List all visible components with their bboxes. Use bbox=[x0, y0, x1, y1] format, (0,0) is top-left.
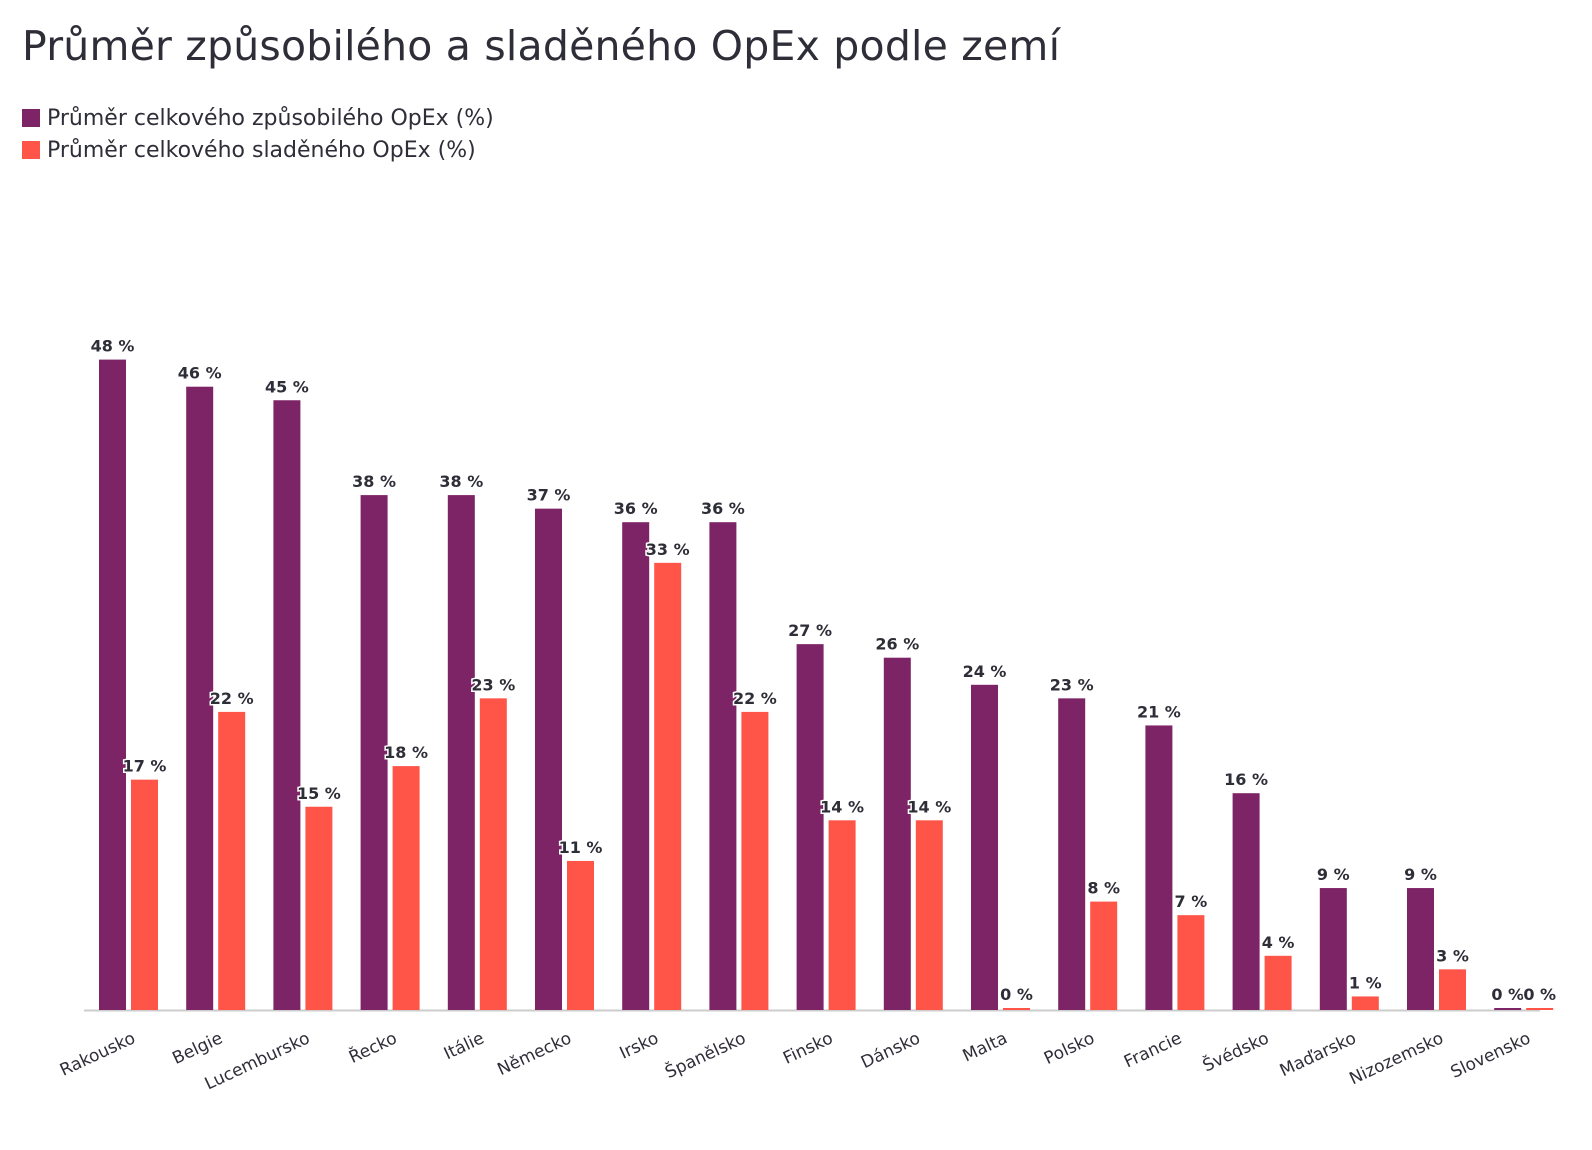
legend-label-aligned: Průměr celkového sladěného OpEx (%) bbox=[47, 137, 476, 163]
x-tick-label: Dánsko bbox=[858, 1028, 923, 1073]
bar-aligned bbox=[1177, 915, 1205, 1010]
data-label-aligned: 3 % bbox=[1436, 946, 1469, 965]
data-label-aligned: 15 % bbox=[297, 784, 341, 803]
bar-aligned bbox=[1090, 901, 1118, 1010]
bar-aligned bbox=[218, 711, 246, 1010]
bar-aligned bbox=[915, 820, 943, 1010]
data-label-aligned: 14 % bbox=[820, 797, 864, 816]
x-tick-label: Rakousko bbox=[57, 1028, 139, 1080]
data-label-eligible: 37 % bbox=[527, 486, 571, 505]
x-tick-label: Slovensko bbox=[1448, 1028, 1534, 1082]
data-label-aligned: 7 % bbox=[1175, 892, 1208, 911]
bar-eligible bbox=[796, 644, 824, 1010]
x-tick-label: Francie bbox=[1121, 1028, 1185, 1072]
data-label-eligible: 24 % bbox=[963, 662, 1007, 681]
data-label-eligible: 36 % bbox=[614, 499, 658, 518]
data-label-aligned: 17 % bbox=[123, 757, 167, 776]
data-label-eligible: 21 % bbox=[1137, 702, 1181, 721]
chart-title: Průměr způsobilého a sladěného OpEx podl… bbox=[22, 22, 1061, 70]
x-tick-label: Německo bbox=[494, 1028, 574, 1080]
bar-eligible bbox=[186, 386, 214, 1010]
data-label-eligible: 48 % bbox=[91, 337, 135, 356]
x-tick-label: Španělsko bbox=[661, 1027, 749, 1083]
legend: Průměr celkového způsobilého OpEx (%) Pr… bbox=[22, 102, 494, 166]
bar-eligible bbox=[1494, 1008, 1522, 1010]
bar-eligible bbox=[1145, 725, 1173, 1010]
x-tick-label: Itálie bbox=[441, 1028, 488, 1064]
data-label-eligible: 46 % bbox=[178, 364, 222, 383]
x-tick-label: Finsko bbox=[780, 1028, 836, 1068]
bar-aligned bbox=[741, 711, 769, 1010]
data-label-aligned: 8 % bbox=[1087, 879, 1120, 898]
x-tick-label: Belgie bbox=[169, 1028, 225, 1068]
bar-eligible bbox=[1232, 793, 1260, 1010]
bar-eligible bbox=[1407, 888, 1434, 1010]
data-label-eligible: 36 % bbox=[701, 499, 745, 518]
bar-aligned bbox=[1526, 1008, 1554, 1010]
bar-eligible bbox=[883, 657, 911, 1010]
bar-aligned bbox=[479, 698, 507, 1010]
legend-label-eligible: Průměr celkového způsobilého OpEx (%) bbox=[47, 105, 494, 131]
data-label-aligned: 4 % bbox=[1262, 933, 1295, 952]
bar-aligned bbox=[1264, 955, 1292, 1010]
data-label-eligible: 27 % bbox=[788, 621, 832, 640]
x-tick-label: Švédsko bbox=[1199, 1027, 1272, 1077]
bar-eligible bbox=[1058, 698, 1086, 1010]
data-label-eligible: 9 % bbox=[1404, 865, 1437, 884]
x-tick-label: Řecko bbox=[345, 1027, 400, 1068]
bar-aligned bbox=[305, 806, 333, 1010]
x-tick-label: Nizozemsko bbox=[1346, 1028, 1446, 1089]
bar-eligible bbox=[1319, 888, 1347, 1010]
data-label-eligible: 26 % bbox=[875, 635, 919, 654]
bar-aligned bbox=[1439, 969, 1466, 1010]
data-label-aligned: 22 % bbox=[210, 689, 254, 708]
bar-aligned bbox=[392, 766, 420, 1010]
bar-eligible bbox=[622, 522, 650, 1010]
bar-aligned bbox=[567, 860, 594, 1010]
x-tick-label: Irsko bbox=[617, 1028, 662, 1063]
bar-eligible bbox=[535, 508, 562, 1010]
data-label-eligible: 45 % bbox=[265, 377, 309, 396]
x-tick-label: Polsko bbox=[1041, 1028, 1098, 1069]
bar-eligible bbox=[273, 400, 301, 1010]
bar-aligned bbox=[828, 820, 856, 1010]
legend-item-eligible[interactable]: Průměr celkového způsobilého OpEx (%) bbox=[22, 102, 494, 134]
data-label-aligned: 1 % bbox=[1349, 973, 1382, 992]
bar-eligible bbox=[709, 522, 737, 1010]
data-label-eligible: 9 % bbox=[1317, 865, 1350, 884]
data-label-aligned: 18 % bbox=[384, 743, 428, 762]
data-label-aligned: 23 % bbox=[471, 675, 515, 694]
data-label-eligible: 38 % bbox=[352, 472, 396, 491]
x-tick-label: Malta bbox=[960, 1028, 1011, 1066]
bar-eligible bbox=[360, 495, 388, 1011]
data-label-aligned: 11 % bbox=[559, 838, 603, 857]
data-label-aligned: 14 % bbox=[907, 797, 951, 816]
bar-aligned bbox=[1003, 1008, 1030, 1010]
data-label-aligned: 22 % bbox=[733, 689, 777, 708]
data-label-aligned: 33 % bbox=[646, 540, 690, 559]
bar-eligible bbox=[971, 684, 998, 1010]
data-label-aligned: 0 % bbox=[1523, 985, 1556, 1004]
bar-eligible bbox=[447, 495, 475, 1011]
bar-aligned bbox=[131, 779, 158, 1010]
legend-swatch-aligned bbox=[22, 141, 40, 159]
data-label-eligible: 16 % bbox=[1224, 770, 1268, 789]
bar-aligned bbox=[1351, 996, 1379, 1010]
data-label-eligible: 0 % bbox=[1491, 985, 1524, 1004]
data-label-eligible: 23 % bbox=[1050, 675, 1094, 694]
data-label-aligned: 0 % bbox=[1000, 985, 1033, 1004]
bar-eligible bbox=[99, 359, 126, 1011]
legend-swatch-eligible bbox=[22, 109, 40, 127]
legend-item-aligned[interactable]: Průměr celkového sladěného OpEx (%) bbox=[22, 134, 494, 166]
data-label-eligible: 38 % bbox=[439, 472, 483, 491]
bar-aligned bbox=[654, 562, 682, 1010]
